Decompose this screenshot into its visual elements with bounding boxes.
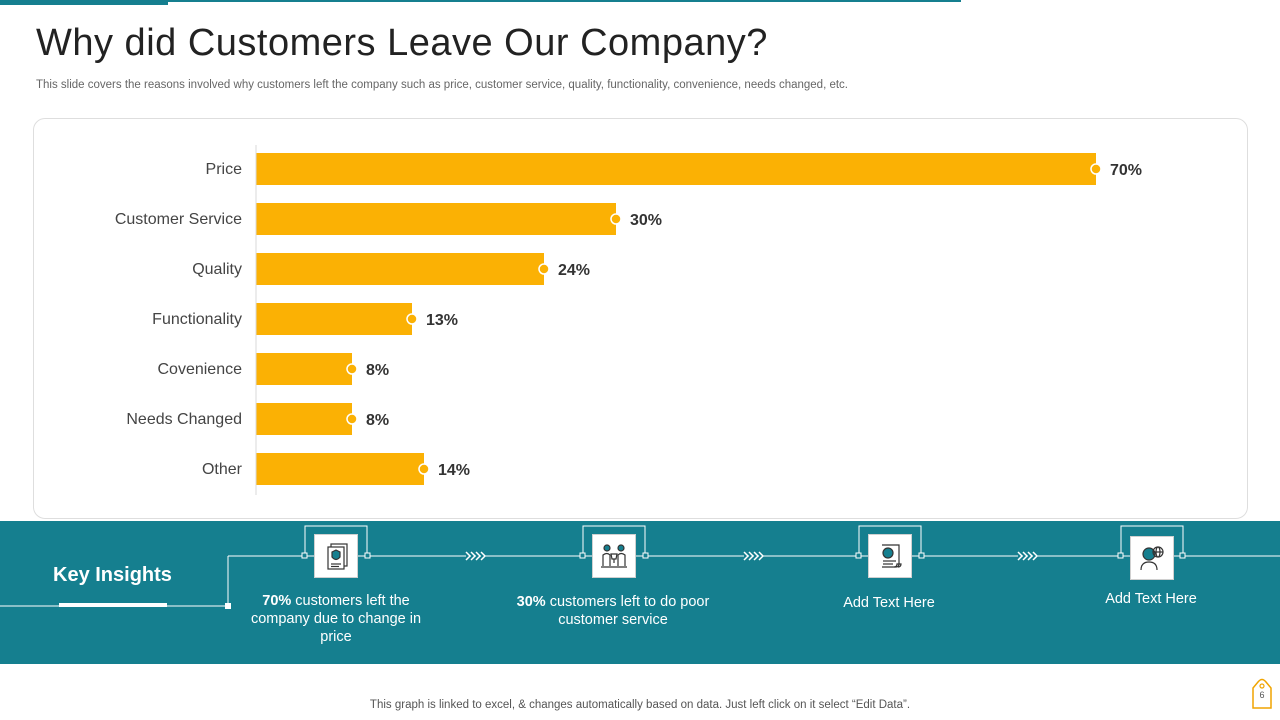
bar-functionality — [256, 303, 412, 335]
page-number-badge: 6 — [1249, 676, 1275, 710]
bar-end-marker-quality — [538, 263, 550, 275]
chart-card: Price 70% Customer Service 30% Quality 24% Fun… — [33, 118, 1248, 519]
insight-1-body: customers left the company due to change… — [250, 593, 422, 645]
bar-end-marker-price — [1090, 163, 1102, 175]
globe-scroll-icon — [868, 534, 912, 578]
top-accent-bar — [0, 0, 168, 5]
insight-4-body: Add Text Here — [1105, 591, 1197, 607]
value-label-other: 14% — [438, 462, 470, 479]
bar-price — [256, 153, 1096, 185]
insight-3-body: Add Text Here — [843, 595, 935, 611]
value-label-customer-service: 30% — [630, 212, 662, 229]
bar-end-marker-covenience — [346, 363, 358, 375]
category-label-needs-changed: Needs Changed — [126, 411, 242, 428]
value-label-price: 70% — [1110, 162, 1142, 179]
bar-end-marker-customer-service — [610, 213, 622, 225]
person-globe-icon — [1130, 536, 1174, 580]
tag-icon — [1252, 678, 1272, 709]
insight-4-text: Add Text Here — [1088, 590, 1214, 608]
insight-2-body: customers left to do poor customer servi… — [545, 594, 710, 628]
page-number: 6 — [1259, 690, 1265, 700]
category-label-functionality: Functionality — [152, 311, 242, 328]
chevron-arrows — [465, 551, 1039, 561]
value-label-functionality: 13% — [426, 312, 458, 329]
key-insights-title: Key Insights — [53, 564, 172, 586]
insight-1-highlight: 70% — [262, 593, 292, 609]
value-label-quality: 24% — [558, 262, 590, 279]
key-insights-underline — [59, 603, 167, 607]
category-label-quality: Quality — [192, 261, 242, 278]
insight-2-text: 30% customers left to do poor customer s… — [513, 593, 713, 629]
bar-chart: Price 70% Customer Service 30% Quality 24% Fun… — [115, 145, 1142, 495]
bar-end-marker-needs-changed — [346, 413, 358, 425]
category-label-customer-service: Customer Service — [115, 211, 242, 228]
bar-quality — [256, 253, 544, 285]
insight-2-highlight: 30% — [516, 594, 546, 610]
key-insights-panel: Key Insights — [0, 521, 1280, 664]
footer-note: This graph is linked to excel, & changes… — [369, 699, 911, 711]
value-label-covenience: 8% — [366, 362, 389, 379]
category-label-other: Other — [202, 461, 243, 478]
page-title: Why did Customers Leave Our Company? — [36, 22, 768, 64]
category-label-price: Price — [206, 161, 243, 178]
bar-end-marker-functionality — [406, 313, 418, 325]
page-subtitle: This slide covers the reasons involved w… — [36, 79, 849, 91]
bar-covenience — [256, 353, 352, 385]
shield-document-icon — [314, 534, 358, 578]
top-accent-line — [168, 0, 961, 2]
bar-customer-service — [256, 203, 616, 235]
insight-3-text: Add Text Here — [826, 594, 952, 612]
insight-1-text: 70% customers left the company due to ch… — [236, 592, 436, 646]
team-trophy-icon — [592, 534, 636, 578]
bar-needs-changed — [256, 403, 352, 435]
bar-other — [256, 453, 424, 485]
value-label-needs-changed: 8% — [366, 412, 389, 429]
category-label-covenience: Covenience — [158, 361, 243, 378]
bar-end-marker-other — [418, 463, 430, 475]
